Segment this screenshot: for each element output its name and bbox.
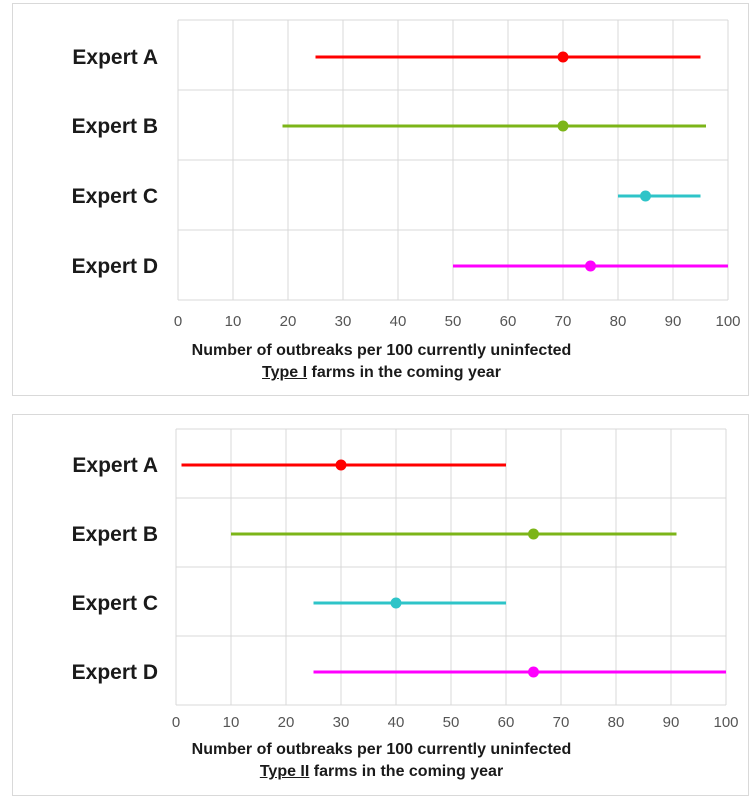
best-estimate-point bbox=[528, 666, 539, 678]
x-tick-label: 40 bbox=[390, 313, 407, 330]
x-axis-title-line1: Number of outbreaks per 100 currently un… bbox=[191, 741, 572, 758]
x-axis-title-line2: farms in the coming year bbox=[307, 364, 501, 381]
x-axis-title-line1: Number of outbreaks per 100 currently un… bbox=[191, 342, 572, 359]
expert-label: Expert D bbox=[72, 255, 158, 278]
x-tick-label: 30 bbox=[335, 313, 352, 330]
chart-panel-type2: 0 10 20 30 40 50 60 70 80 90 100 Expert A Expert B Ex… bbox=[12, 414, 749, 796]
expert-label: Expert B bbox=[72, 115, 158, 138]
expert-label: Expert C bbox=[72, 185, 158, 208]
farm-type-label: Type II bbox=[259, 763, 310, 780]
x-tick-label: 40 bbox=[388, 714, 405, 731]
x-tick-label: 20 bbox=[280, 313, 297, 330]
x-tick-label: 0 bbox=[172, 714, 180, 731]
best-estimate-point bbox=[557, 51, 569, 63]
best-estimate-point bbox=[585, 260, 596, 272]
x-tick-label: 30 bbox=[333, 714, 350, 731]
farm-type-label: Type I bbox=[262, 364, 308, 381]
x-tick-label: 60 bbox=[498, 714, 515, 731]
x-axis-title-type1: Number of outbreaks per 100 currently un… bbox=[13, 340, 750, 384]
best-estimate-point bbox=[557, 120, 569, 132]
x-tick-label: 50 bbox=[445, 313, 462, 330]
x-tick-label: 70 bbox=[553, 714, 570, 731]
x-tick-label: 20 bbox=[278, 714, 295, 731]
x-tick-label: 50 bbox=[443, 714, 460, 731]
best-estimate-point bbox=[335, 459, 347, 471]
x-tick-label: 80 bbox=[608, 714, 625, 731]
x-tick-label: 80 bbox=[610, 313, 627, 330]
expert-label: Expert B bbox=[72, 523, 158, 546]
x-tick-label: 10 bbox=[225, 313, 242, 330]
x-axis-title-line2: farms in the coming year bbox=[309, 763, 504, 780]
x-axis-title-type2: Number of outbreaks per 100 currently un… bbox=[13, 739, 750, 783]
chart-panel-type1: 0 10 20 30 40 50 60 70 80 90 100 Expert A Expert B Ex… bbox=[12, 3, 749, 396]
expert-label: Expert A bbox=[72, 46, 158, 69]
x-tick-label: 10 bbox=[223, 714, 240, 731]
expert-label: Expert D bbox=[72, 661, 158, 684]
x-tick-label: 90 bbox=[663, 714, 680, 731]
expert-label: Expert C bbox=[72, 592, 158, 615]
x-tick-label: 100 bbox=[713, 714, 738, 731]
x-tick-label: 0 bbox=[174, 313, 182, 330]
x-tick-label: 100 bbox=[715, 313, 740, 330]
best-estimate-point bbox=[390, 597, 402, 609]
best-estimate-point bbox=[640, 190, 651, 202]
x-tick-label: 90 bbox=[665, 313, 682, 330]
x-tick-label: 70 bbox=[555, 313, 572, 330]
best-estimate-point bbox=[528, 528, 539, 540]
x-tick-label: 60 bbox=[500, 313, 517, 330]
chart-plot-type1: 0 10 20 30 40 50 60 70 80 90 100 Expert A Expert B Ex… bbox=[72, 19, 741, 330]
chart-plot-type2: 0 10 20 30 40 50 60 70 80 90 100 Expert A Expert B Ex… bbox=[72, 428, 739, 731]
expert-label: Expert A bbox=[72, 454, 158, 477]
